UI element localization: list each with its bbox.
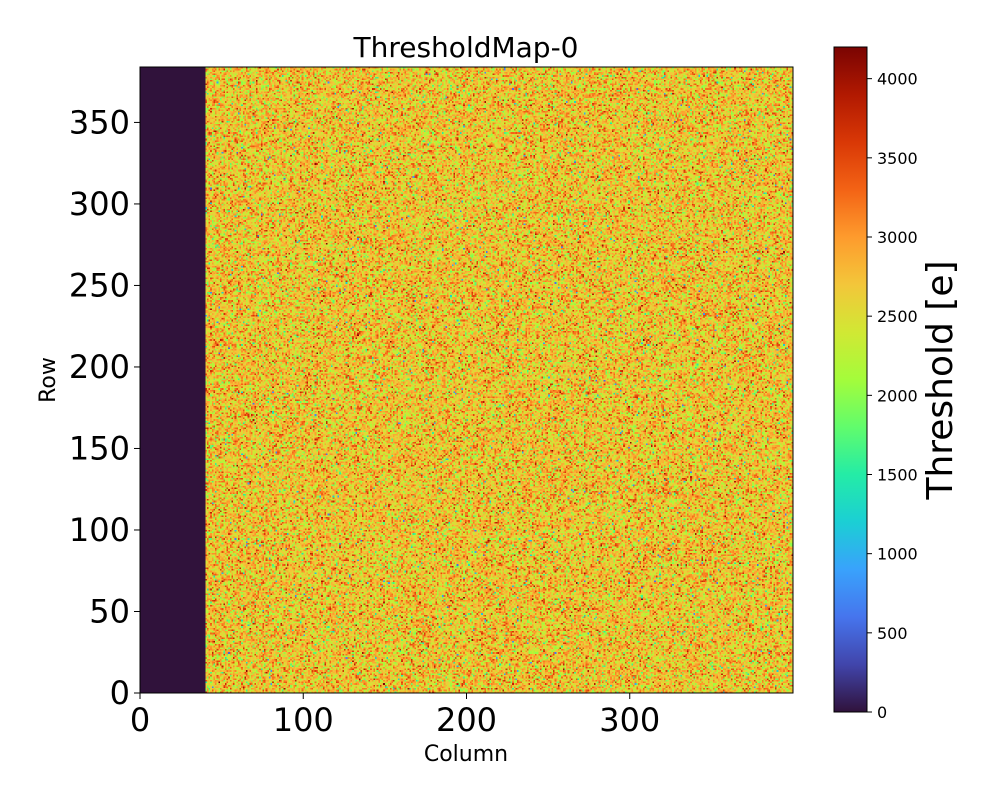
colorbar-tick-label: 4000 — [877, 70, 918, 89]
colorbar-tick-label: 500 — [877, 624, 908, 643]
colorbar-tick-label: 2000 — [877, 386, 918, 405]
colorbar-tick-label: 3000 — [877, 228, 918, 247]
colorbar-tick-label: 0 — [877, 703, 887, 722]
y-tick-label: 0 — [110, 674, 130, 712]
colorbar-tick-label: 3500 — [877, 149, 918, 168]
colorbar-ticks: 0 500 1000 1500 2000 2500 3000 3500 4000 — [867, 70, 918, 722]
y-tick-label: 200 — [69, 348, 130, 386]
x-axis-ticks: 0 100 200 300 — [130, 693, 660, 739]
colorbar: 0 500 1000 1500 2000 2500 3000 3500 4000 Thresho… — [833, 46, 961, 722]
y-axis-label: Row — [36, 357, 61, 403]
y-tick-label: 350 — [69, 103, 130, 141]
heatmap-image — [140, 67, 793, 693]
x-tick-label: 300 — [599, 701, 660, 739]
y-tick-label: 100 — [69, 511, 130, 549]
x-axis-label: Column — [424, 742, 508, 767]
y-tick-label: 300 — [69, 185, 130, 223]
chart-title: ThresholdMap-0 — [353, 31, 579, 64]
heatmap-plot-area — [139, 66, 794, 694]
colorbar-tick-label: 1000 — [877, 545, 918, 564]
x-tick-label: 0 — [130, 701, 150, 739]
y-axis-ticks: 0 50 100 150 200 250 300 350 — [69, 103, 140, 712]
x-tick-label: 200 — [436, 701, 497, 739]
y-tick-label: 50 — [89, 592, 130, 630]
colorbar-gradient — [833, 46, 868, 713]
y-tick-label: 250 — [69, 266, 130, 304]
colorbar-tick-label: 1500 — [877, 466, 918, 485]
colorbar-tick-label: 2500 — [877, 307, 918, 326]
colorbar-label: Threshold [e] — [920, 260, 961, 500]
x-tick-label: 100 — [273, 701, 334, 739]
y-tick-label: 150 — [69, 429, 130, 467]
